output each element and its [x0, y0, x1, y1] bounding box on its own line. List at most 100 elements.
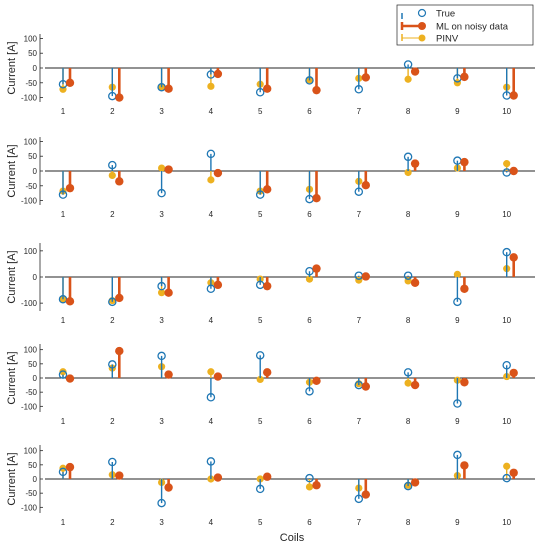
- x-axis-label: Coils: [280, 532, 305, 544]
- x-tick-label: 5: [258, 210, 263, 219]
- y-tick-label: 50: [28, 360, 37, 369]
- marker-ml: [164, 288, 173, 297]
- y-tick-label: -100: [21, 197, 38, 206]
- marker-true: [58, 370, 68, 379]
- y-tick-label: 0: [33, 374, 38, 383]
- marker-ml: [65, 183, 75, 193]
- marker-true: [58, 467, 68, 477]
- marker-pinv: [207, 82, 215, 90]
- stem-pinv-coil-5: [256, 375, 264, 384]
- marker-ml: [164, 370, 173, 379]
- marker-pinv: [207, 368, 215, 376]
- stem-true-coil-1: [58, 171, 68, 199]
- y-tick-label: -50: [25, 79, 37, 88]
- stem-pinv-coil-8: [404, 378, 412, 387]
- marker-pinv: [158, 289, 166, 297]
- legend-label-pinv: PINV: [436, 34, 459, 45]
- stem-ml-coil-3: [164, 68, 173, 93]
- marker-pinv: [108, 171, 116, 180]
- stem-true-coil-2: [108, 360, 117, 378]
- x-tick-label: 1: [61, 210, 66, 219]
- y-tick-label: 0: [33, 475, 38, 484]
- marker-ml: [410, 278, 420, 287]
- marker-ml: [263, 472, 272, 481]
- marker-true: [255, 484, 265, 494]
- marker-ml: [164, 84, 173, 93]
- y-tick-label: -100: [21, 299, 38, 308]
- y-tick-label: 0: [33, 64, 38, 73]
- stem-ml-coil-4: [213, 473, 223, 482]
- stem-true-coil-8: [403, 60, 413, 69]
- stem-true-coil-2: [108, 68, 117, 101]
- stem-ml-coil-9: [460, 461, 469, 479]
- y-tick-label: -100: [21, 402, 38, 411]
- y-tick-label: -50: [25, 489, 37, 498]
- marker-true: [453, 399, 462, 408]
- stem-pinv-coil-8: [404, 68, 412, 83]
- marker-pinv: [256, 375, 264, 384]
- stem-ml-coil-8: [410, 159, 420, 171]
- y-axis-label: Current [A]: [6, 41, 18, 94]
- stem-pinv-coil-10: [503, 462, 511, 479]
- marker-ml: [164, 165, 173, 174]
- x-tick-label: 9: [455, 417, 460, 426]
- y-tick-label: 100: [24, 137, 38, 146]
- marker-ml: [410, 478, 420, 487]
- y-tick-label: 0: [33, 167, 38, 176]
- stem-ml-coil-5: [263, 171, 272, 194]
- stem-ml-coil-5: [263, 368, 272, 378]
- stem-ml-coil-6: [312, 479, 321, 490]
- stem-true-coil-6: [305, 266, 314, 277]
- stem-ml-coil-4: [213, 372, 223, 381]
- x-tick-label: 1: [61, 107, 66, 116]
- marker-true: [305, 387, 314, 396]
- legend-marker-true: [417, 8, 427, 18]
- marker-true: [58, 190, 68, 199]
- stem-ml-coil-9: [460, 68, 469, 82]
- marker-true: [403, 152, 413, 162]
- marker-ml: [460, 461, 469, 470]
- marker-ml: [361, 73, 370, 82]
- marker-true: [502, 247, 511, 257]
- marker-true: [403, 271, 413, 280]
- marker-ml: [361, 180, 370, 190]
- marker-ml: [410, 159, 420, 168]
- marker-ml: [509, 468, 518, 477]
- marker-ml: [263, 281, 272, 291]
- stem-ml-coil-10: [509, 368, 518, 378]
- y-tick-label: 100: [24, 34, 38, 43]
- x-tick-label: 6: [307, 107, 312, 116]
- marker-pinv: [404, 75, 412, 83]
- stem-ml-coil-5: [263, 277, 272, 291]
- stem-ml-coil-10: [509, 166, 518, 176]
- stem-true-coil-10: [502, 360, 511, 378]
- marker-ml: [460, 72, 469, 82]
- stem-true-coil-4: [206, 149, 216, 171]
- marker-true: [108, 457, 117, 467]
- stem-true-coil-5: [255, 68, 265, 97]
- x-tick-label: 2: [110, 518, 115, 527]
- stem-ml-coil-6: [312, 264, 321, 277]
- marker-ml: [115, 93, 124, 102]
- stem-ml-coil-2: [115, 171, 124, 186]
- marker-ml: [509, 253, 518, 262]
- y-tick-label: 50: [28, 461, 37, 470]
- x-tick-label: 7: [357, 210, 362, 219]
- stem-true-coil-5: [255, 351, 265, 378]
- marker-pinv: [305, 275, 314, 283]
- stem-true-coil-8: [403, 271, 413, 280]
- marker-true: [255, 351, 265, 360]
- stem-ml-coil-1: [65, 462, 75, 479]
- stem-true-coil-10: [502, 68, 511, 100]
- stem-ml-coil-1: [65, 277, 75, 306]
- x-tick-label: 8: [406, 417, 411, 426]
- y-axis-label: Current [A]: [6, 452, 18, 505]
- x-tick-label: 5: [258, 518, 263, 527]
- x-tick-label: 1: [61, 518, 66, 527]
- marker-pinv: [404, 379, 412, 387]
- stem-ml-coil-2: [115, 277, 124, 303]
- marker-true: [354, 187, 364, 196]
- stem-ml-coil-2: [115, 68, 124, 102]
- stem-true-coil-10: [502, 473, 511, 483]
